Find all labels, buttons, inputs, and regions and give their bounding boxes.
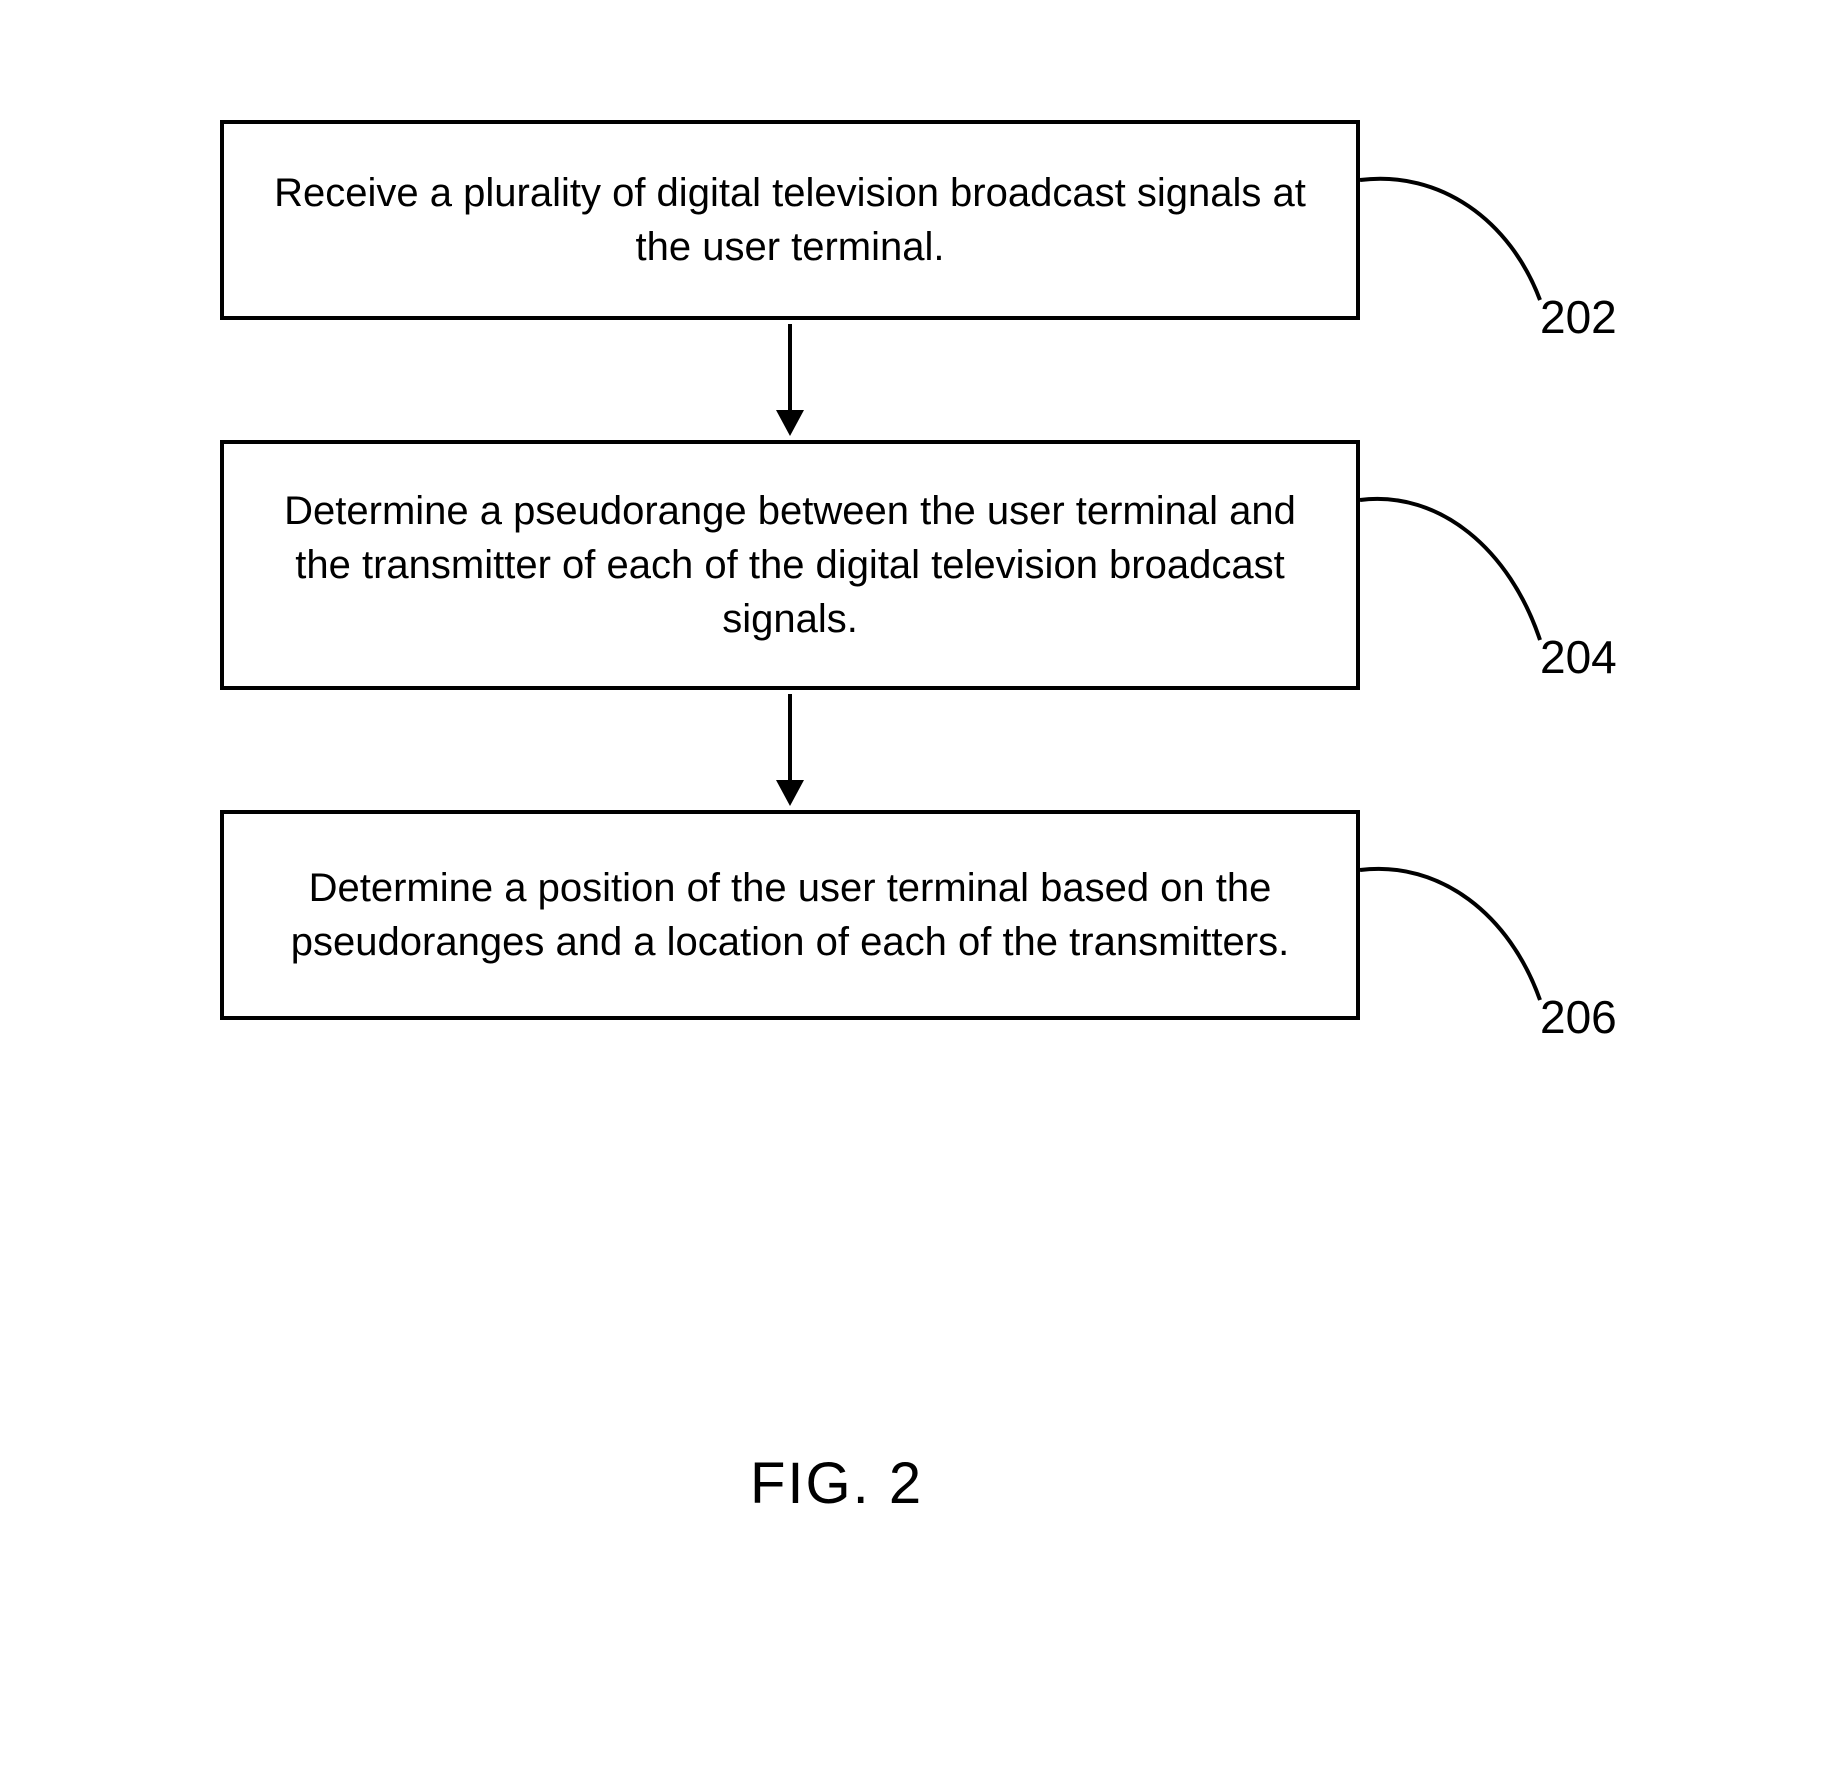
callout-204-text: 204 [1540, 631, 1617, 683]
callout-label-204: 204 [1540, 630, 1617, 684]
flow-step-2: Determine a pseudorange between the user… [220, 440, 1360, 690]
arrow-2-3-head [776, 780, 804, 806]
flow-step-1-text: Receive a plurality of digital televisio… [264, 166, 1316, 274]
flow-step-1: Receive a plurality of digital televisio… [220, 120, 1360, 320]
callout-206-text: 206 [1540, 991, 1617, 1043]
flow-step-3: Determine a position of the user termina… [220, 810, 1360, 1020]
arrow-1-2-head [776, 410, 804, 436]
figure-label: FIG. 2 [750, 1450, 923, 1517]
arrow-1-2-line [788, 324, 792, 414]
flow-step-3-text: Determine a position of the user termina… [264, 861, 1316, 969]
callout-label-202: 202 [1540, 290, 1617, 344]
flowchart-canvas: Receive a plurality of digital televisio… [0, 0, 1826, 1791]
callout-202-text: 202 [1540, 291, 1617, 343]
flow-step-2-text: Determine a pseudorange between the user… [264, 484, 1316, 646]
callout-label-206: 206 [1540, 990, 1617, 1044]
arrow-2-3-line [788, 694, 792, 784]
figure-label-text: FIG. 2 [750, 1451, 923, 1516]
